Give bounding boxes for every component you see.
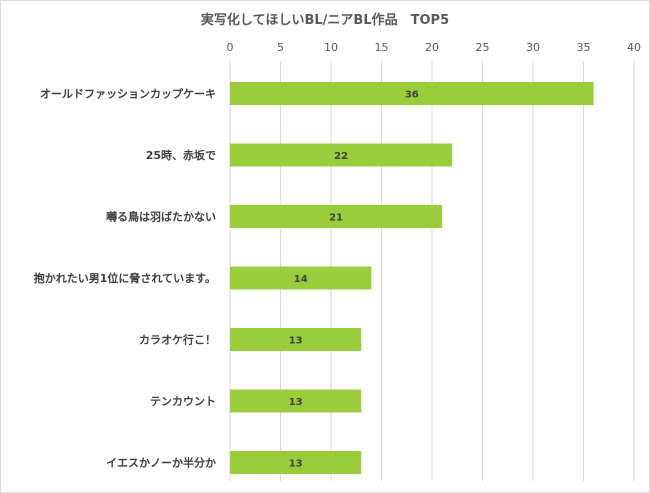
category-label: オールドファッションカップケーキ xyxy=(40,87,216,101)
bar xyxy=(230,389,362,413)
bar xyxy=(230,451,362,474)
x-tick-label: 15 xyxy=(375,41,389,54)
category-label: 囀る鳥は羽ばたかない xyxy=(106,210,216,224)
x-tick-label: 20 xyxy=(425,41,439,54)
x-tick-label: 0 xyxy=(227,41,234,54)
x-tick-label: 10 xyxy=(324,41,338,54)
category-label: 抱かれたい男1位に脅されています。 xyxy=(34,271,216,285)
data-label: 14 xyxy=(294,274,308,285)
bar xyxy=(230,143,453,167)
data-label: 22 xyxy=(334,151,348,162)
data-label: 36 xyxy=(405,90,419,101)
x-tick-label: 5 xyxy=(277,41,284,54)
data-label: 13 xyxy=(289,397,303,408)
data-label: 13 xyxy=(289,459,303,470)
x-tick-label: 40 xyxy=(627,41,641,54)
x-tick-label: 30 xyxy=(526,41,540,54)
category-label: カラオケ行こ！ xyxy=(139,333,216,347)
bar xyxy=(230,266,372,290)
bar xyxy=(230,328,362,351)
chart-title: 実写化してほしいBL/ニアBL作品 TOP5 xyxy=(200,13,450,28)
category-label: 25時、赤坂で xyxy=(146,148,216,162)
data-label: 21 xyxy=(329,213,343,224)
x-tick-label: 35 xyxy=(577,41,591,54)
bar xyxy=(230,205,443,228)
category-label: テンカウント xyxy=(150,395,216,408)
data-label: 13 xyxy=(289,336,303,347)
x-tick-label: 25 xyxy=(476,41,490,54)
category-label: イエスかノーか半分か xyxy=(106,456,216,470)
bar xyxy=(230,82,594,105)
